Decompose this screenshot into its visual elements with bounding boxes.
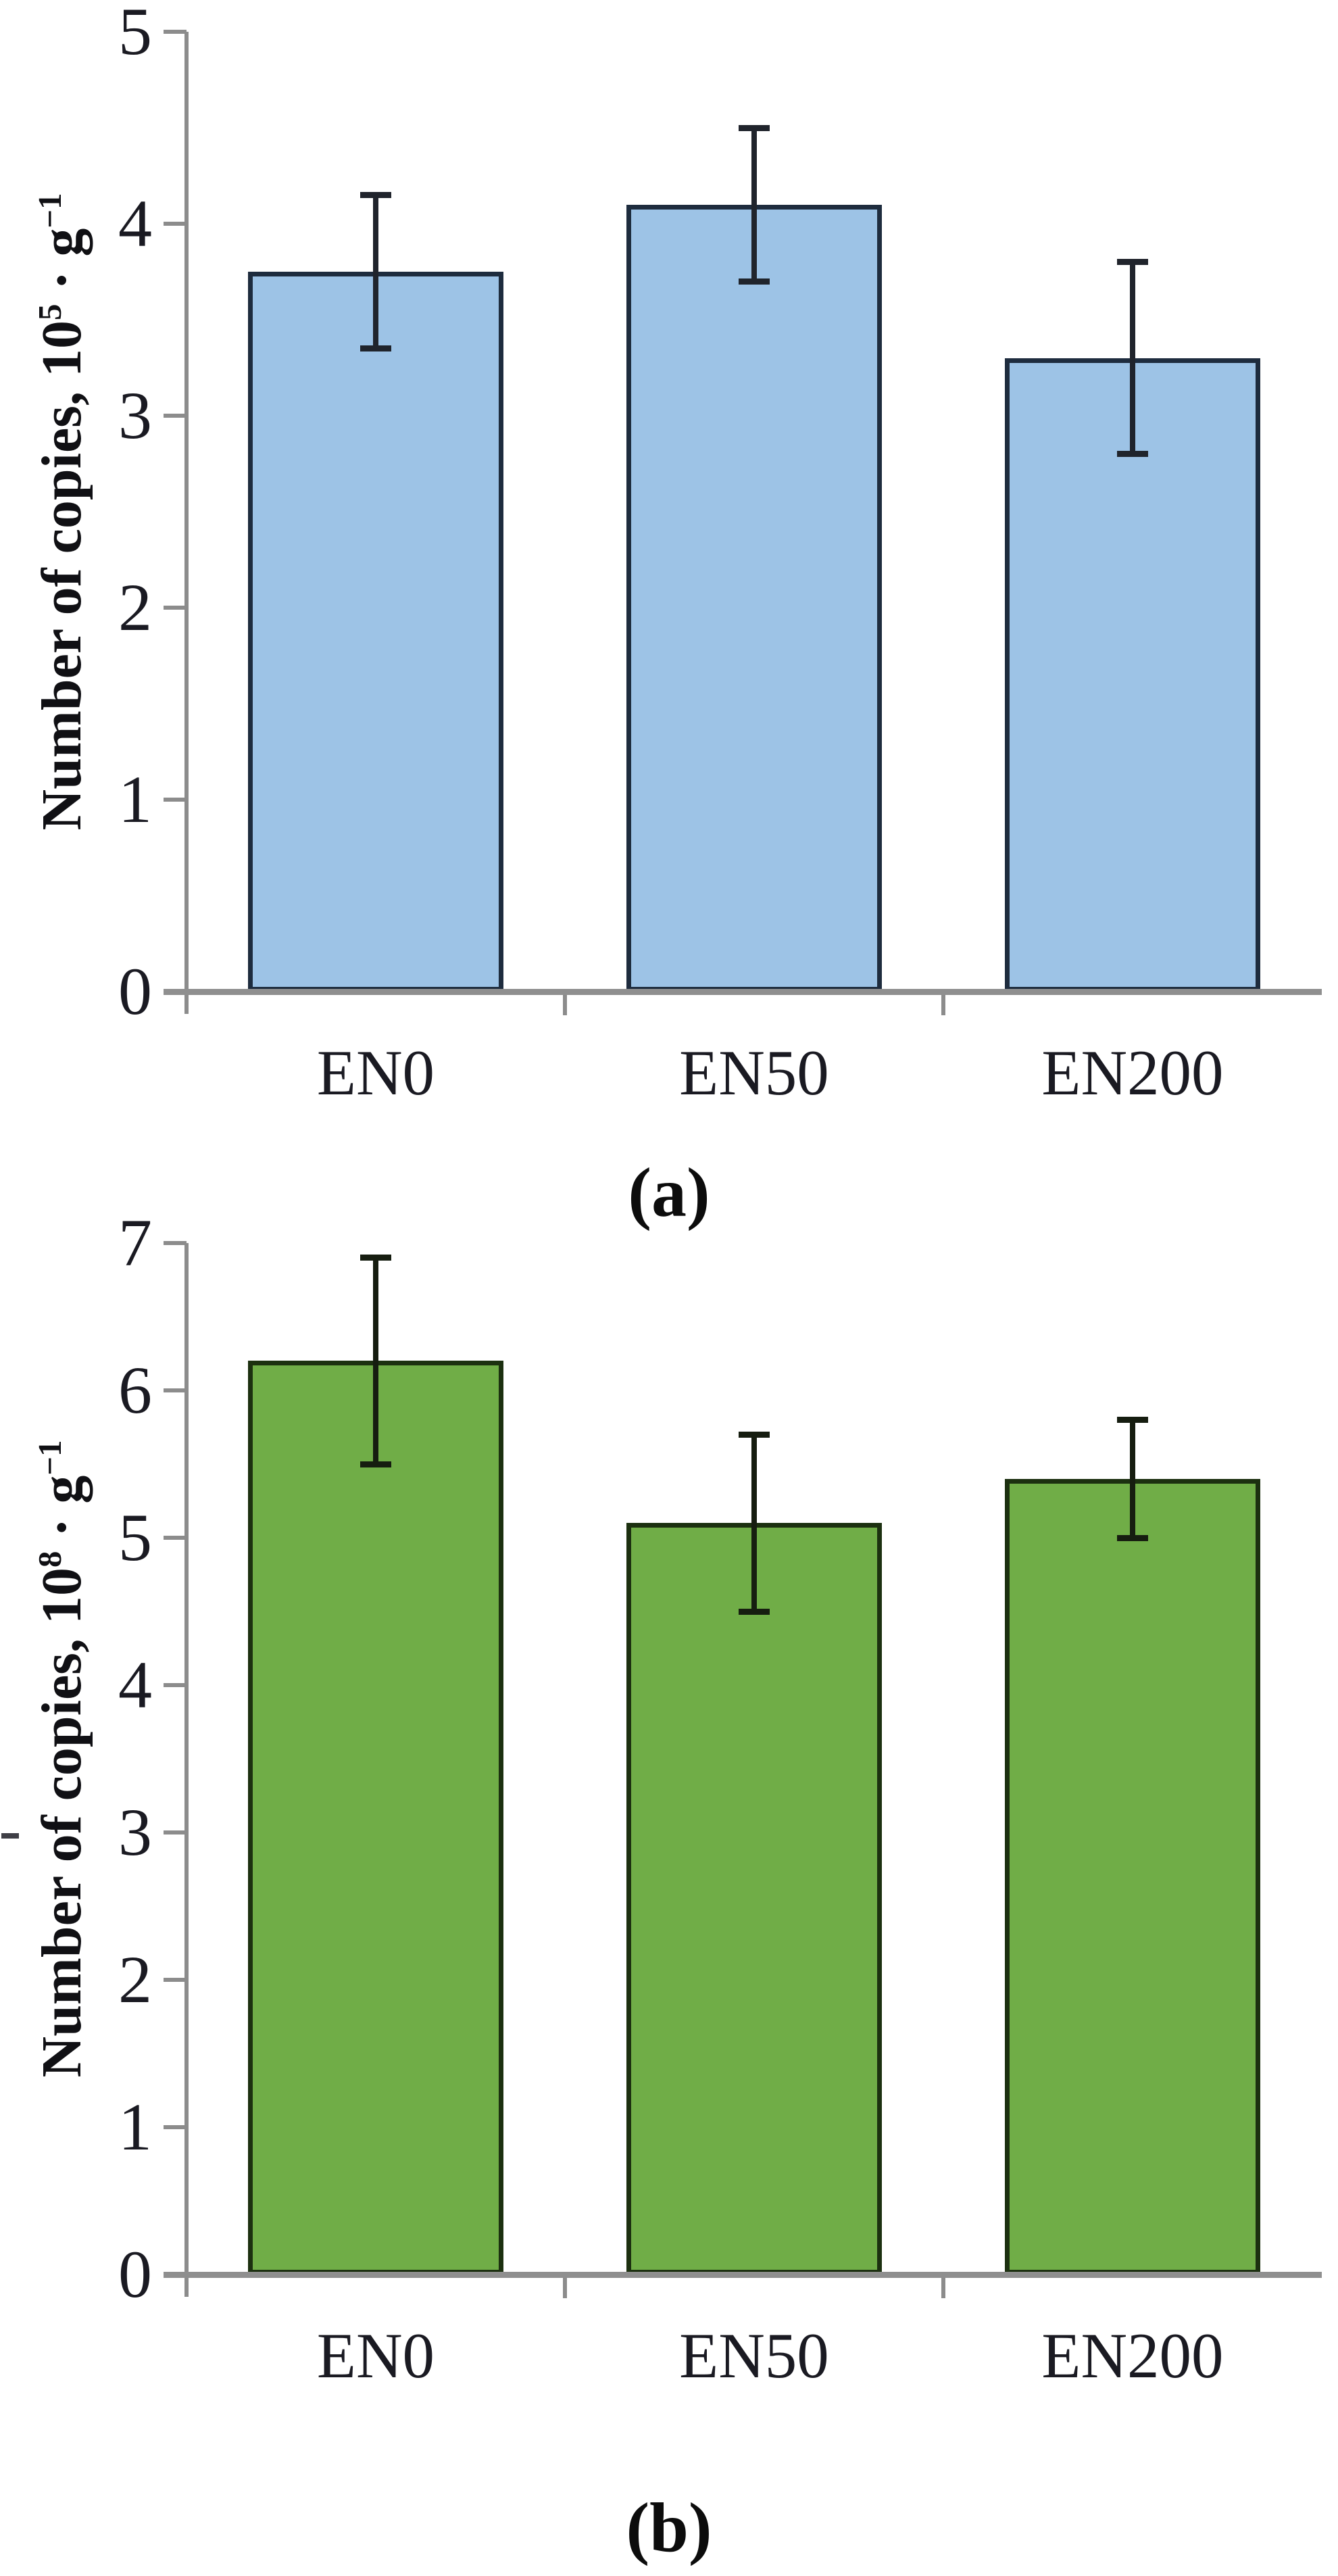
y-axis-tick-label: 3 xyxy=(118,378,152,453)
y-axis-tick-label: 5 xyxy=(118,1500,152,1575)
y-axis-tick-label: 1 xyxy=(118,762,152,837)
y-axis-tick-label: 1 xyxy=(118,2089,152,2164)
y-axis-tick xyxy=(164,1388,187,1392)
x-axis-label-en0: EN0 xyxy=(316,1037,435,1109)
y-axis-tick-label: 0 xyxy=(118,954,152,1029)
y-axis-tick xyxy=(164,1830,187,1834)
x-axis-label-en200: EN200 xyxy=(1041,2320,1224,2391)
y-axis-tick-label: 4 xyxy=(118,1647,152,1722)
y-axis-tick xyxy=(164,798,187,802)
error-bar-en200-line xyxy=(1130,262,1135,454)
error-bar-en0-cap-top xyxy=(360,1255,391,1261)
y-axis-tick-label: 0 xyxy=(118,2237,152,2312)
bar-en50 xyxy=(626,204,882,992)
panel-b-caption: (b) xyxy=(626,2489,712,2567)
error-bar-en50-cap-bottom xyxy=(739,278,770,285)
y-axis-tick-label: 3 xyxy=(118,1795,152,1870)
y-axis-tick xyxy=(164,414,187,418)
y-axis-tick-label: 2 xyxy=(118,570,152,645)
y-axis-title: Number of copies, 105 · g−1 xyxy=(30,193,93,831)
y-axis-tick xyxy=(164,222,187,226)
error-bar-en200-cap-top xyxy=(1117,1417,1148,1424)
y-axis-tick-label: 4 xyxy=(118,186,152,261)
x-axis-label-en0: EN0 xyxy=(316,2320,435,2391)
x-axis-label-en50: EN50 xyxy=(679,1037,829,1109)
y-axis-tick xyxy=(164,30,187,34)
y-axis-tick-label: 7 xyxy=(118,1205,152,1280)
y-axis-tick xyxy=(164,1241,187,1245)
error-bar-en0-line xyxy=(373,195,378,349)
y-axis-tick xyxy=(164,1978,187,1982)
error-bar-en200-line xyxy=(1130,1419,1135,1538)
error-bar-en50-cap-bottom xyxy=(739,1608,770,1615)
error-bar-en0-cap-bottom xyxy=(360,345,391,352)
error-bar-en50-line xyxy=(751,128,757,282)
bar-en50 xyxy=(626,1523,882,2275)
y-axis-tick-label: 5 xyxy=(118,0,152,69)
error-bar-en200-cap-bottom xyxy=(1117,451,1148,458)
x-axis-label-en50: EN50 xyxy=(679,2320,829,2391)
x-axis-tick xyxy=(941,2277,945,2298)
y-axis-line xyxy=(184,1243,189,2297)
y-axis-tick xyxy=(164,2125,187,2129)
error-bar-en50-cap-top xyxy=(739,1431,770,1438)
x-axis-tick xyxy=(941,994,945,1015)
x-axis-tick xyxy=(563,994,567,1015)
y-axis-tick xyxy=(164,1536,187,1540)
x-axis-label-en200: EN200 xyxy=(1041,1037,1224,1109)
stray-mark xyxy=(1,1833,19,1839)
y-axis-title: Number of copies, 108 · g−1 xyxy=(30,1440,93,2078)
error-bar-en200-cap-top xyxy=(1117,259,1148,266)
bar-en0 xyxy=(248,1361,503,2275)
bar-en200 xyxy=(1005,1478,1260,2275)
x-axis-line xyxy=(164,988,1322,995)
error-bar-en50-line xyxy=(751,1434,757,1611)
panel-a-caption: (a) xyxy=(628,1154,710,1232)
y-axis-tick-label: 6 xyxy=(118,1353,152,1428)
bar-en0 xyxy=(248,272,503,992)
y-axis-tick xyxy=(164,606,187,610)
error-bar-en0-cap-top xyxy=(360,191,391,198)
x-axis-tick xyxy=(563,2277,567,2298)
y-axis-line xyxy=(184,32,189,1014)
error-bar-en0-line xyxy=(373,1257,378,1464)
error-bar-en0-cap-bottom xyxy=(360,1461,391,1467)
error-bar-en50-cap-top xyxy=(739,124,770,131)
y-axis-tick xyxy=(164,1683,187,1687)
y-axis-tick-label: 2 xyxy=(118,1942,152,2017)
x-axis-line xyxy=(164,2271,1322,2278)
error-bar-en200-cap-bottom xyxy=(1117,1534,1148,1541)
